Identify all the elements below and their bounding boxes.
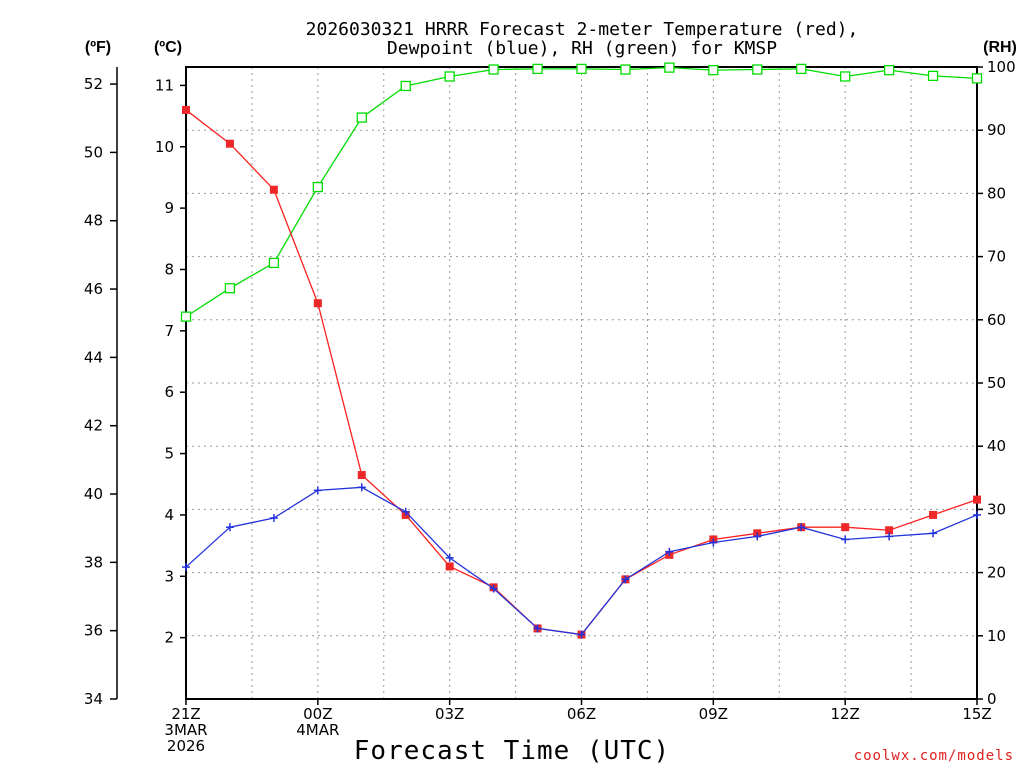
c-tick-label: 4 bbox=[164, 506, 174, 524]
x-axis-title: Forecast Time (UTC) bbox=[354, 736, 670, 766]
c-tick-label: 2 bbox=[164, 629, 174, 647]
rh-tick-label: 100 bbox=[987, 58, 1016, 76]
c-tick-label: 9 bbox=[164, 199, 174, 217]
credit-text: coolwx.com/models bbox=[854, 748, 1014, 764]
rh-tick-label: 90 bbox=[987, 121, 1006, 139]
c-tick-label: 8 bbox=[164, 260, 174, 278]
temperature-marker bbox=[269, 185, 278, 194]
c-tick-label: 7 bbox=[164, 322, 174, 340]
rh-tick-label: 0 bbox=[987, 690, 997, 708]
fahrenheit-axis-label: (ºF) bbox=[85, 39, 111, 56]
data-series bbox=[180, 62, 983, 639]
temperature-marker bbox=[885, 526, 894, 535]
rh-marker bbox=[971, 73, 983, 84]
rh-tick-label: 10 bbox=[987, 627, 1006, 645]
rh-marker bbox=[883, 65, 895, 76]
rh-tick-label: 50 bbox=[987, 374, 1006, 392]
temperature-marker bbox=[182, 105, 190, 114]
rh-marker bbox=[224, 283, 236, 294]
x-tick-label: 12Z bbox=[830, 705, 859, 723]
celsius-axis: 2 3 4 5 6 7 8 9 10 11 bbox=[155, 76, 186, 647]
rh-marker bbox=[708, 65, 719, 76]
rh-tick-label: 40 bbox=[987, 437, 1006, 455]
rh-marker bbox=[664, 62, 675, 73]
grid-lines bbox=[186, 67, 977, 699]
rh-tick-label: 80 bbox=[987, 184, 1006, 202]
c-tick-label: 11 bbox=[155, 76, 174, 94]
temperature-marker bbox=[841, 523, 850, 532]
temperature-marker bbox=[225, 139, 234, 148]
x-tick-label: 15Z bbox=[962, 705, 991, 723]
f-tick-label: 52 bbox=[84, 75, 103, 93]
c-tick-label: 10 bbox=[155, 138, 174, 156]
f-tick-label: 46 bbox=[84, 280, 103, 298]
f-tick-label: 44 bbox=[84, 348, 103, 366]
temperature-marker bbox=[313, 299, 322, 308]
rh-tick-label: 70 bbox=[987, 248, 1006, 266]
rh-marker bbox=[796, 63, 807, 75]
rh-marker bbox=[620, 64, 631, 75]
x-tick-label: 00Z bbox=[303, 705, 332, 723]
f-tick-label: 42 bbox=[84, 417, 103, 435]
f-tick-label: 38 bbox=[84, 553, 103, 571]
rh-marker bbox=[180, 311, 192, 322]
rh-marker bbox=[840, 71, 851, 82]
c-tick-label: 3 bbox=[164, 567, 174, 585]
f-tick-label: 34 bbox=[84, 690, 103, 708]
rh-marker bbox=[312, 181, 323, 193]
x-tick-label: 03Z bbox=[435, 705, 464, 723]
rh-axis-label: (RH) bbox=[983, 39, 1017, 56]
x-tick-label: 09Z bbox=[699, 705, 728, 723]
c-tick-label: 5 bbox=[164, 445, 174, 463]
f-tick-label: 50 bbox=[84, 143, 103, 161]
celsius-axis-label: (ºC) bbox=[154, 39, 182, 56]
rh-marker bbox=[268, 257, 280, 269]
temperature-marker bbox=[445, 562, 454, 571]
rh-marker bbox=[356, 112, 367, 123]
x-tick-date-label: 3MAR bbox=[164, 721, 207, 739]
f-tick-label: 40 bbox=[84, 485, 103, 503]
fahrenheit-axis: 34 36 38 40 42 44 46 48 50 52 bbox=[84, 75, 117, 708]
rh-marker bbox=[400, 80, 411, 92]
x-tick-date-label: 2026 bbox=[167, 737, 205, 755]
chart-title-line-2: Dewpoint (blue), RH (green) for KMSP bbox=[387, 38, 777, 59]
temperature-marker bbox=[929, 510, 938, 519]
c-tick-label: 6 bbox=[164, 383, 174, 401]
rh-tick-label: 30 bbox=[987, 500, 1006, 518]
chart-title-line-1: 2026030321 HRRR Forecast 2-meter Tempera… bbox=[306, 19, 859, 40]
rh-marker bbox=[444, 71, 455, 82]
temperature-marker bbox=[357, 471, 366, 480]
rh-marker bbox=[927, 70, 939, 81]
rh-axis: 0 10 20 30 40 50 60 70 80 90 100 bbox=[977, 58, 1016, 708]
f-tick-label: 36 bbox=[84, 622, 103, 640]
rh-tick-label: 20 bbox=[987, 564, 1006, 582]
x-tick-date-label: 4MAR bbox=[296, 721, 339, 739]
f-tick-label: 48 bbox=[84, 212, 103, 230]
rh-marker bbox=[488, 64, 499, 75]
temperature-marker bbox=[973, 495, 981, 504]
rh-marker bbox=[752, 64, 763, 75]
rh-marker bbox=[576, 63, 587, 75]
rh-tick-label: 60 bbox=[987, 311, 1006, 329]
x-tick-label: 06Z bbox=[567, 705, 596, 723]
rh-marker bbox=[532, 63, 543, 75]
x-tick-label: 21Z bbox=[171, 705, 200, 723]
